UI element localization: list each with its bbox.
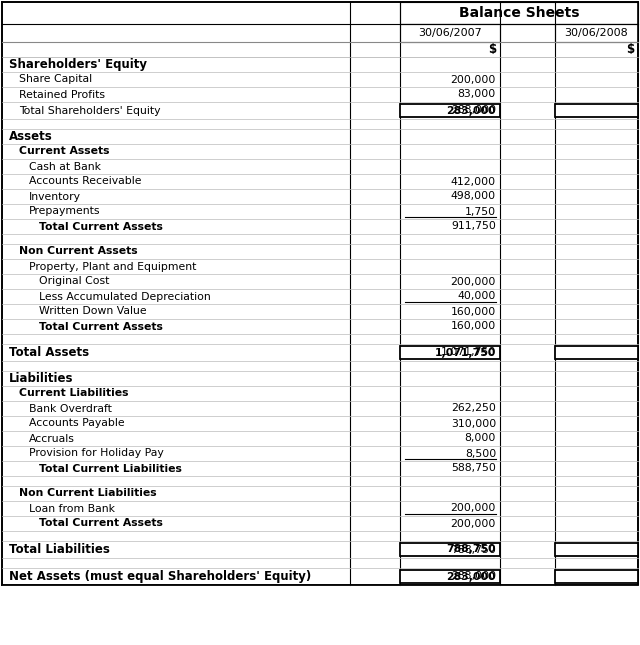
Text: Total Current Liabilities: Total Current Liabilities — [39, 464, 182, 473]
Text: 498,000: 498,000 — [451, 192, 496, 201]
Bar — [400, 542, 500, 556]
Text: Total Current Assets: Total Current Assets — [39, 321, 163, 332]
Text: Accruals: Accruals — [29, 433, 75, 444]
Text: Total Shareholders' Equity: Total Shareholders' Equity — [19, 106, 161, 115]
Bar — [555, 346, 638, 359]
Text: Accounts Receivable: Accounts Receivable — [29, 177, 141, 186]
Bar — [400, 24, 500, 42]
Text: Assets: Assets — [9, 130, 52, 143]
Text: 283,000: 283,000 — [447, 571, 496, 582]
Text: Loan from Bank: Loan from Bank — [29, 504, 115, 513]
Text: Bank Overdraft: Bank Overdraft — [29, 404, 112, 413]
Bar — [400, 570, 500, 583]
Bar — [555, 570, 638, 583]
Text: 588,750: 588,750 — [451, 464, 496, 473]
Bar — [400, 2, 638, 24]
Bar — [400, 104, 500, 117]
Text: 788,750: 788,750 — [447, 544, 496, 555]
Text: 1,071,750: 1,071,750 — [440, 348, 496, 357]
Text: Provision for Holiday Pay: Provision for Holiday Pay — [29, 448, 164, 459]
Text: $: $ — [626, 43, 634, 56]
Text: 200,000: 200,000 — [451, 75, 496, 84]
Text: 283,000: 283,000 — [447, 106, 496, 115]
Text: Less Accumulated Depreciation: Less Accumulated Depreciation — [39, 292, 211, 301]
Text: Balance Sheets: Balance Sheets — [459, 6, 579, 20]
Text: 30/06/2007: 30/06/2007 — [418, 28, 482, 38]
Bar — [400, 346, 500, 359]
Text: 200,000: 200,000 — [451, 277, 496, 286]
Text: 160,000: 160,000 — [451, 321, 496, 332]
Text: 788,750: 788,750 — [451, 544, 496, 555]
Text: Total Assets: Total Assets — [9, 346, 89, 359]
Text: 8,500: 8,500 — [465, 448, 496, 459]
Text: Shareholders' Equity: Shareholders' Equity — [9, 58, 147, 71]
Text: Prepayments: Prepayments — [29, 206, 100, 217]
Text: Accounts Payable: Accounts Payable — [29, 419, 125, 428]
Text: Property, Plant and Equipment: Property, Plant and Equipment — [29, 261, 196, 272]
Text: Total Current Assets: Total Current Assets — [39, 519, 163, 528]
Text: Inventory: Inventory — [29, 192, 81, 201]
Text: 1,750: 1,750 — [465, 206, 496, 217]
Text: Liabilities: Liabilities — [9, 372, 74, 385]
Bar — [555, 542, 638, 556]
Text: 310,000: 310,000 — [451, 419, 496, 428]
Text: Total Current Assets: Total Current Assets — [39, 221, 163, 232]
Text: 8,000: 8,000 — [465, 433, 496, 444]
Text: Net Assets (must equal Shareholders' Equity): Net Assets (must equal Shareholders' Equ… — [9, 570, 311, 583]
Bar — [555, 24, 638, 42]
Text: Share Capital: Share Capital — [19, 75, 92, 84]
Text: Cash at Bank: Cash at Bank — [29, 161, 101, 172]
Text: 911,750: 911,750 — [451, 221, 496, 232]
Text: 412,000: 412,000 — [451, 177, 496, 186]
Text: Written Down Value: Written Down Value — [39, 306, 147, 317]
Text: Current Assets: Current Assets — [19, 146, 109, 157]
Text: 40,000: 40,000 — [458, 292, 496, 301]
Text: Original Cost: Original Cost — [39, 277, 109, 286]
Text: Retained Profits: Retained Profits — [19, 90, 105, 99]
Text: 30/06/2008: 30/06/2008 — [564, 28, 628, 38]
Text: Non Current Assets: Non Current Assets — [19, 246, 138, 257]
Text: Current Liabilities: Current Liabilities — [19, 388, 129, 399]
Text: Non Current Liabilities: Non Current Liabilities — [19, 488, 157, 499]
Text: 262,250: 262,250 — [451, 404, 496, 413]
Text: Total Liabilities: Total Liabilities — [9, 543, 110, 556]
Text: 83,000: 83,000 — [458, 90, 496, 99]
Text: 1,071,750: 1,071,750 — [435, 348, 496, 357]
Bar — [555, 104, 638, 117]
Text: 283,000: 283,000 — [451, 571, 496, 582]
Text: $: $ — [488, 43, 496, 56]
Text: 160,000: 160,000 — [451, 306, 496, 317]
Text: 200,000: 200,000 — [451, 504, 496, 513]
Text: 200,000: 200,000 — [451, 519, 496, 528]
Text: 283,000: 283,000 — [451, 106, 496, 115]
